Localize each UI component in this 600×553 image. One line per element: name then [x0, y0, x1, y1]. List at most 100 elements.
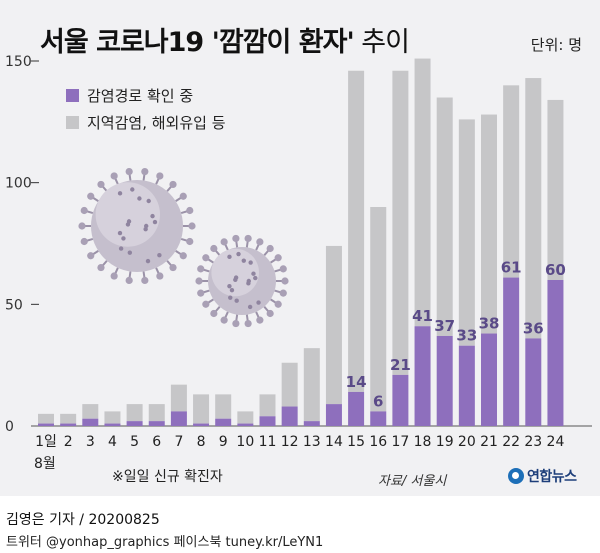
bar-other — [82, 404, 99, 419]
x-tick-label: 9 — [219, 434, 228, 450]
bar-trace — [503, 277, 520, 426]
bar-trace — [193, 423, 210, 426]
bar-trace — [436, 335, 453, 426]
reporter-credit: 김영은 기자 / 20200825 — [6, 512, 160, 528]
bar-trace — [259, 416, 276, 426]
unit-label: 단위: 명 — [530, 36, 582, 54]
x-tick-label: 23 — [524, 434, 542, 450]
bar-other — [392, 70, 409, 375]
bar-trace — [237, 423, 254, 426]
bar-trace — [325, 404, 342, 426]
x-tick-label: 8 — [197, 434, 206, 450]
bar-trace — [104, 423, 121, 426]
x-tick-label: 12 — [281, 434, 299, 450]
bar-trace — [370, 411, 387, 426]
bar-other — [148, 404, 165, 422]
bar-trace — [82, 418, 99, 426]
bar-other — [436, 97, 453, 336]
x-tick-label: 13 — [303, 434, 321, 450]
data-label: 14 — [346, 373, 367, 391]
y-tick-label: 0 — [5, 419, 14, 435]
yonhap-logo-icon — [508, 468, 524, 484]
y-tick-label: 150 — [5, 54, 32, 70]
x-tick-label: 3 — [86, 434, 95, 450]
bar-other — [38, 413, 54, 424]
x-tick-label: 6 — [152, 434, 161, 450]
virus-illustration-large — [78, 167, 196, 285]
bar-other — [303, 348, 320, 422]
bar-other — [104, 411, 121, 424]
x-tick-label: 19 — [436, 434, 454, 450]
bar-other — [414, 58, 431, 327]
bar-trace — [38, 423, 54, 426]
data-label: 41 — [412, 307, 433, 325]
x-axis: 1일 2 3 4 5 6 7 8 9 10 11 12 13 14 15 16 17 18 19 20 21 22 23 24… — [34, 434, 564, 472]
legend-swatch-other — [66, 116, 79, 129]
data-label: 38 — [479, 315, 500, 333]
x-tick-label: 4 — [108, 434, 117, 450]
bar-other — [503, 85, 520, 278]
bar-other — [259, 394, 276, 417]
x-tick-label: 14 — [325, 434, 343, 450]
bar-trace — [148, 421, 165, 426]
virus-illustration-small — [195, 234, 289, 328]
data-label: 6 — [373, 392, 383, 410]
y-tick-label: 50 — [5, 297, 23, 313]
title-main: 서울 코로나19 '깜깜이 환자' — [40, 27, 355, 58]
x-tick-label: 1일 — [35, 434, 57, 450]
x-tick-label: 18 — [414, 434, 432, 450]
legend: 감염경로 확인 중 지역감염, 해외유입 등 — [66, 82, 226, 136]
brand-logo: 연합뉴스 — [508, 466, 577, 486]
x-tick-label: 2 — [64, 434, 73, 450]
x-tick-label: 10 — [236, 434, 254, 450]
x-tick-label: 21 — [480, 434, 498, 450]
legend-label-other: 지역감염, 해외유입 등 — [87, 114, 226, 132]
x-tick-label: 7 — [174, 434, 183, 450]
y-tick-label: 100 — [5, 176, 32, 192]
bar-trace — [215, 418, 232, 426]
bar-other — [126, 404, 143, 422]
legend-item-other: 지역감염, 해외유입 등 — [66, 109, 226, 136]
x-tick-label: 17 — [391, 434, 409, 450]
data-label: 36 — [523, 319, 544, 337]
legend-label-trace: 감염경로 확인 중 — [87, 87, 194, 105]
legend-swatch-trace — [66, 89, 79, 102]
bar-trace — [60, 423, 77, 426]
bar-other — [525, 78, 542, 339]
bar-other — [215, 394, 232, 419]
bar-other — [170, 384, 187, 412]
bar-trace — [392, 374, 409, 426]
x-tick-label: 15 — [347, 434, 365, 450]
bar-trace — [348, 391, 365, 426]
footnote: ※일일 신규 확진자 — [112, 469, 223, 485]
bar-trace — [547, 280, 564, 426]
bar-other — [481, 114, 497, 334]
x-tick-label: 22 — [502, 434, 520, 450]
social-links: 트위터 @yonhap_graphics 페이스북 tuney.kr/LeYN1 — [6, 535, 324, 550]
bar-other — [193, 394, 210, 424]
x-tick-label: 11 — [259, 434, 277, 450]
bar-other — [458, 119, 475, 346]
legend-item-trace: 감염경로 확인 중 — [66, 82, 226, 109]
data-label: 37 — [434, 317, 455, 335]
bar-other — [348, 70, 365, 392]
source-label: 자료/ 서울시 — [378, 474, 447, 489]
bar-other — [547, 99, 564, 280]
virus-illustrations — [78, 167, 289, 328]
data-label: 21 — [390, 356, 411, 374]
bar-trace — [126, 421, 143, 426]
bar-trace — [170, 411, 187, 426]
data-label: 61 — [501, 259, 522, 277]
chart-title: 서울 코로나19 '깜깜이 환자' 추이 — [40, 20, 410, 59]
data-label: 60 — [545, 261, 566, 279]
bar-other — [60, 413, 77, 424]
bar-other — [370, 207, 387, 412]
bar-trace — [525, 338, 542, 426]
bar-trace — [414, 326, 431, 426]
x-tick-label: 16 — [369, 434, 387, 450]
data-label: 33 — [456, 327, 477, 345]
x-tick-label: 5 — [130, 434, 139, 450]
bar-other — [325, 245, 342, 405]
